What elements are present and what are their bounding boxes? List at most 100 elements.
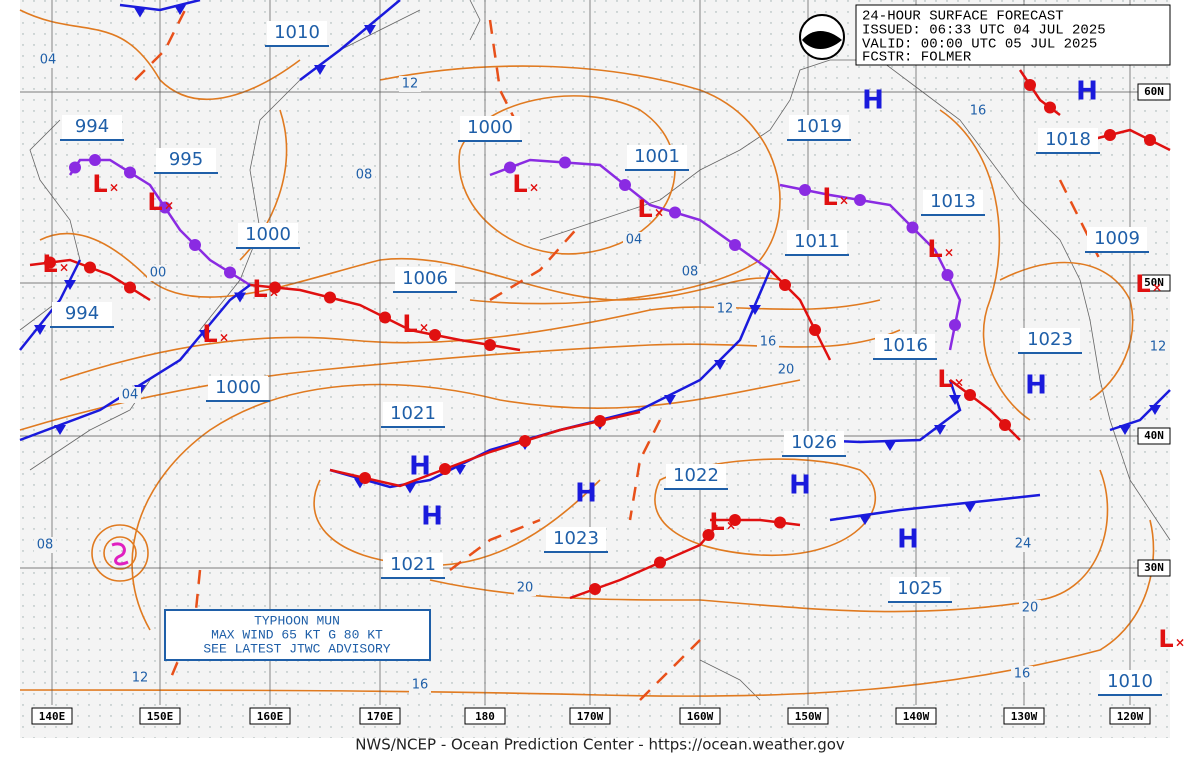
lon-label: 160W [687, 710, 714, 723]
lon-label: 140W [903, 710, 930, 723]
lon-label-box [1109, 707, 1151, 725]
low-center-mark: × [219, 331, 229, 345]
front [1089, 128, 1171, 152]
pressure-label: 1025 [897, 578, 943, 599]
front-bulge [429, 329, 441, 341]
front-bulge [359, 472, 371, 484]
front-bulge [941, 269, 954, 281]
front [68, 158, 251, 287]
lon-label: 180 [475, 710, 495, 723]
low-center-mark: × [654, 206, 664, 220]
front-bulge [774, 516, 786, 529]
cold-front-barb [884, 441, 896, 451]
front-bulge [1024, 79, 1036, 91]
front-bulge [799, 184, 811, 196]
pressure-label: 1019 [796, 116, 842, 137]
header-box: 24-HOUR SURFACE FORECAST ISSUED: 06:33 U… [799, 4, 1171, 66]
pressure-label-bg [546, 527, 606, 551]
typhoon-frame [164, 609, 431, 661]
isobar-label-bg [353, 167, 375, 183]
pressure-label-bg [666, 464, 726, 488]
front [329, 410, 641, 488]
lon-label-box [464, 707, 506, 725]
front [299, 0, 401, 81]
cold-front-barb [54, 425, 66, 435]
pressure-label-bg [267, 21, 327, 45]
cold-front-barb [64, 280, 76, 290]
front-bulge [964, 389, 976, 401]
isobar-label: 00 [150, 266, 167, 281]
cold-front-barb [964, 502, 976, 513]
front-bulge [69, 161, 81, 174]
high-center: H [1076, 77, 1098, 107]
lon-label: 130W [1011, 710, 1038, 723]
pressure-label: 1010 [274, 22, 320, 43]
pressure-label: 1009 [1094, 228, 1140, 249]
lon-label-box [679, 707, 721, 725]
cold-front-barb [454, 465, 466, 475]
cold-front-barb [1119, 425, 1131, 435]
front-bulge [89, 154, 101, 166]
isobar-label: 08 [356, 168, 373, 183]
pressure-label-bg [62, 115, 122, 139]
pressure-label: 1006 [402, 268, 448, 289]
pressure-label: 1000 [467, 117, 513, 138]
footer: NWS/NCEP - Ocean Prediction Center - htt… [355, 736, 845, 754]
front [639, 639, 701, 701]
pressure-label: 1026 [791, 432, 837, 453]
pressure-label-bg [789, 115, 849, 139]
front-bulge [159, 201, 171, 214]
cold-front-barb [34, 325, 46, 335]
typhoon-symbol [111, 542, 129, 566]
pressure-label-bg [383, 553, 443, 577]
isobar-label-bg [119, 387, 141, 403]
pressure-label-bg [784, 431, 844, 455]
pressure-label-bg [208, 376, 268, 400]
lon-label: 150E [147, 710, 174, 723]
isobar-label-bg [623, 232, 645, 248]
front-bulge [1144, 134, 1156, 146]
low-center-mark: × [109, 181, 119, 195]
front-bulge [729, 239, 741, 251]
isobar-label-bg [757, 334, 779, 350]
low-center: L [709, 508, 724, 536]
low-center-mark: × [954, 376, 964, 390]
front [19, 259, 82, 351]
front-bulge [619, 179, 631, 191]
pressure-label: 1001 [634, 146, 680, 167]
pressure-label-bg [238, 223, 298, 247]
lon-label-box [249, 707, 291, 725]
lon-label: 160E [257, 710, 284, 723]
isobar-label: 08 [37, 538, 54, 553]
high-center: H [789, 471, 811, 501]
front-bulge [594, 415, 606, 427]
pressure-label: 1000 [215, 377, 261, 398]
front-bulge [44, 256, 56, 269]
cold-front-barb [199, 330, 211, 340]
cold-front-barb [174, 5, 186, 15]
lat-label-box [1137, 559, 1171, 577]
low-center-mark: × [1175, 636, 1185, 650]
front [134, 9, 187, 81]
front-bulge [1044, 101, 1056, 114]
lon-label-box [569, 707, 611, 725]
pressure-label-bg [875, 334, 935, 358]
low-center: L [822, 183, 837, 211]
front [449, 518, 541, 571]
pressure-label: 994 [75, 116, 109, 137]
lon-label-box [359, 707, 401, 725]
isobar-label: 20 [778, 363, 795, 378]
front [949, 379, 1021, 441]
low-center: L [252, 275, 267, 303]
front-bulge [906, 221, 919, 234]
cold-front-barb [364, 25, 376, 35]
lon-label-box [1003, 707, 1045, 725]
pressure-label: 1013 [930, 191, 976, 212]
cold-front-barb [234, 292, 246, 303]
isobar-label: 04 [626, 233, 643, 248]
pressure-label-bg [1020, 328, 1080, 352]
pressure-label: 1010 [1107, 671, 1153, 692]
lon-label: 150W [795, 710, 822, 723]
front [628, 419, 662, 521]
